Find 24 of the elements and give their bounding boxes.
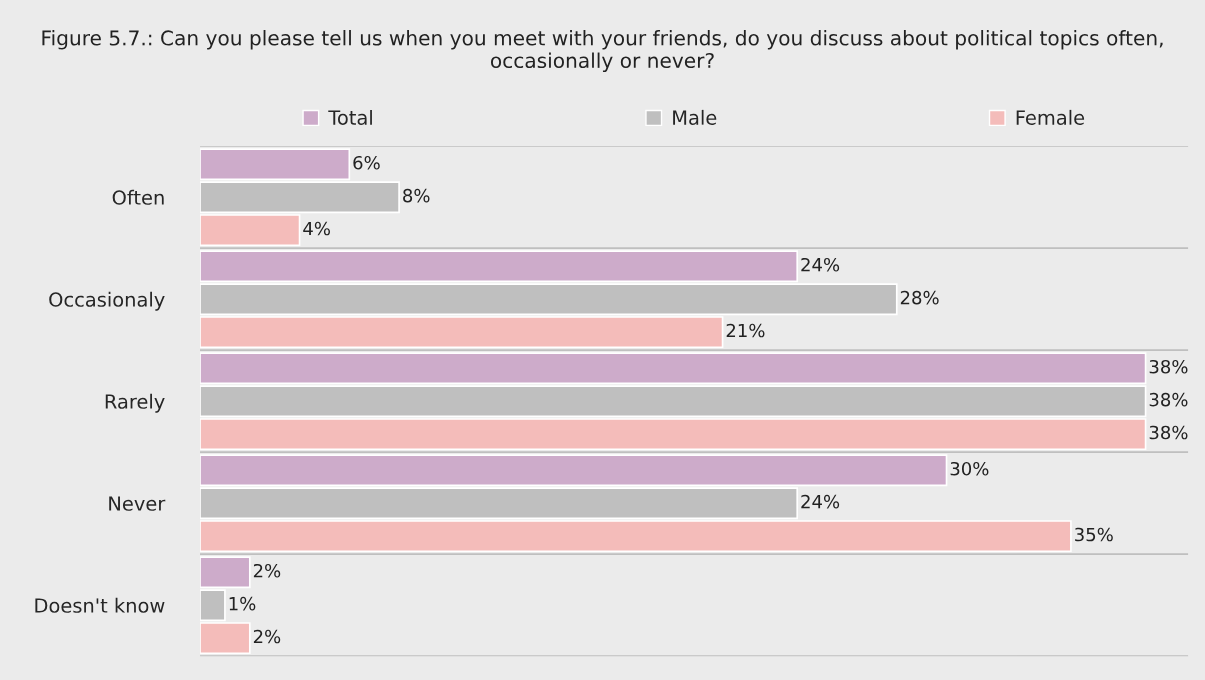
legend-label: Female [1016,109,1085,125]
data-label: 38% [1149,425,1188,440]
y-tick-label: Never [109,496,166,511]
data-label: 24% [801,257,840,272]
data-label: 24% [801,494,840,509]
data-label: 2% [253,629,281,644]
y-tick-label: Occasionaly [49,291,165,311]
data-label: 38% [1149,359,1188,374]
data-label: 38% [1149,392,1188,407]
data-label: 28% [900,290,939,305]
chart-title: Figure 5.7.: Can you please tell us when you meet with your friends, do you discuss about political topics often, occasionally or never? [42,29,1163,73]
data-label: 1% [229,596,256,611]
data-label: 30% [950,461,989,476]
y-tick-label: Rarely [105,393,165,413]
data-label: 6% [353,155,380,170]
legend-label: Total [328,109,372,125]
data-label: 8% [403,188,430,203]
data-label: 2% [253,563,281,578]
legend-label: Male [673,109,717,125]
data-label: 35% [1075,527,1113,542]
data-label: 4% [303,221,330,236]
data-label: 21% [726,323,765,338]
y-tick-label: Often [112,189,164,205]
y-tick-label: Doesn't know [35,597,165,613]
